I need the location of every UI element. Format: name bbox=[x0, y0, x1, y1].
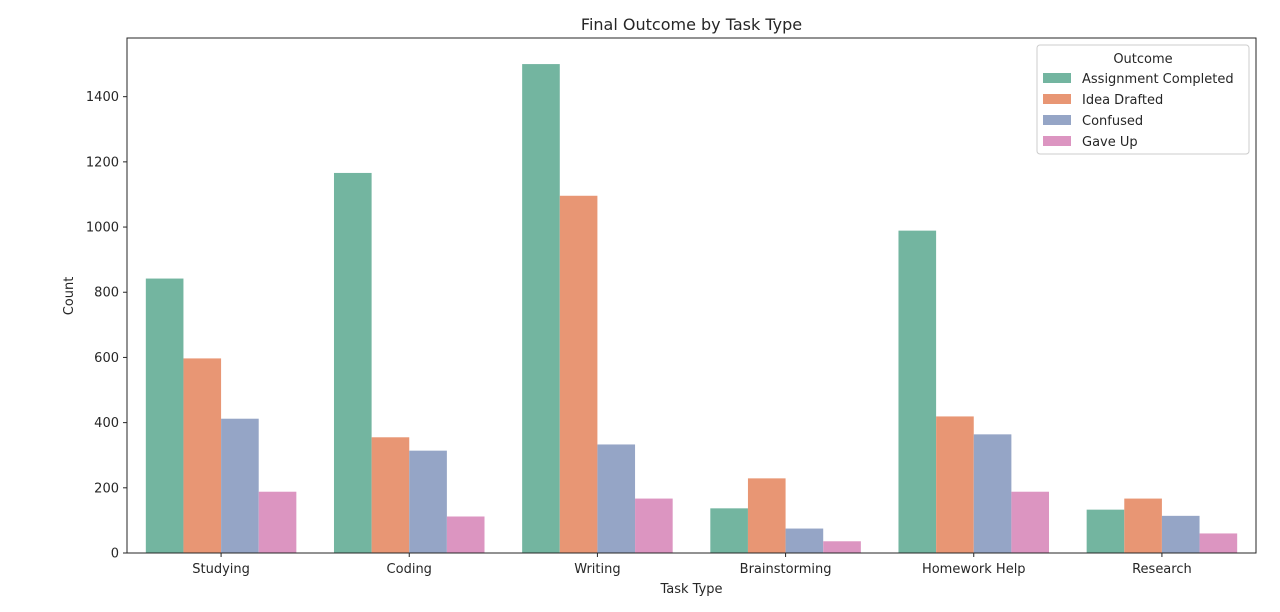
bar-writing-gave-up bbox=[635, 498, 673, 553]
y-tick-label: 1000 bbox=[86, 221, 119, 236]
bar-homework-help-idea-drafted bbox=[936, 416, 974, 553]
x-tick-label: Research bbox=[1132, 562, 1192, 577]
y-tick-label: 400 bbox=[94, 416, 119, 431]
x-tick-label: Studying bbox=[192, 562, 250, 577]
chart-title: Final Outcome by Task Type bbox=[581, 15, 802, 34]
x-tick-label: Coding bbox=[387, 562, 432, 577]
bar-studying-gave-up bbox=[258, 491, 297, 553]
bar-coding-gave-up bbox=[446, 516, 485, 553]
bar-coding-idea-drafted bbox=[371, 437, 410, 553]
bar-studying-assignment-completed bbox=[145, 278, 184, 553]
bar-coding-confused bbox=[409, 450, 447, 553]
bar-writing-confused bbox=[597, 444, 636, 553]
bar-coding-assignment-completed bbox=[333, 172, 372, 553]
x-axis: Studying Coding Writing Brainstorming Homewo… bbox=[192, 553, 1192, 577]
bar-homework-help-confused bbox=[973, 434, 1012, 553]
legend-label: Assignment Completed bbox=[1082, 72, 1234, 87]
legend-label: Confused bbox=[1082, 114, 1143, 129]
bar-writing-idea-drafted bbox=[559, 195, 598, 553]
legend: Outcome Assignment Completed Idea Drafted… bbox=[1036, 44, 1250, 155]
legend-title: Outcome bbox=[1113, 52, 1172, 67]
bar-homework-help-gave-up bbox=[1011, 491, 1050, 553]
bar-writing-assignment-completed bbox=[522, 64, 560, 553]
y-tick-label: 0 bbox=[111, 547, 119, 562]
legend-box bbox=[1036, 44, 1250, 155]
bar-brainstorming-assignment-completed bbox=[710, 508, 748, 553]
y-tick-label: 800 bbox=[94, 286, 119, 301]
legend-swatch bbox=[1043, 115, 1071, 125]
legend-swatch bbox=[1043, 136, 1071, 146]
bar-brainstorming-idea-drafted bbox=[747, 478, 786, 553]
legend-label: Idea Drafted bbox=[1082, 93, 1163, 108]
bar-brainstorming-gave-up bbox=[823, 541, 861, 553]
bar-research-assignment-completed bbox=[1086, 509, 1125, 553]
bar-studying-confused bbox=[221, 418, 259, 553]
x-tick-label: Brainstorming bbox=[740, 562, 832, 577]
legend-swatch bbox=[1043, 94, 1071, 104]
y-tick-label: 1400 bbox=[86, 90, 119, 105]
bar-research-idea-drafted bbox=[1124, 498, 1162, 553]
plot-frame bbox=[126, 37, 1257, 554]
legend-label: Gave Up bbox=[1082, 135, 1138, 150]
legend-swatch bbox=[1043, 73, 1071, 83]
bar-research-gave-up bbox=[1199, 533, 1238, 553]
y-tick-label: 600 bbox=[94, 351, 119, 366]
bar-research-confused bbox=[1161, 515, 1200, 553]
bar-homework-help-assignment-completed bbox=[898, 230, 937, 553]
y-tick-label: 200 bbox=[94, 481, 119, 496]
y-axis-label: Count bbox=[62, 277, 77, 316]
y-axis: 0 200 400 600 800 1000 1200 1400 bbox=[86, 90, 127, 562]
x-tick-label: Writing bbox=[574, 562, 620, 577]
x-tick-label: Homework Help bbox=[922, 562, 1026, 577]
bar-studying-idea-drafted bbox=[183, 358, 222, 553]
bars-group bbox=[145, 64, 1238, 553]
x-axis-label: Task Type bbox=[659, 582, 722, 597]
bar-brainstorming-confused bbox=[785, 528, 824, 553]
y-tick-label: 1200 bbox=[86, 155, 119, 170]
